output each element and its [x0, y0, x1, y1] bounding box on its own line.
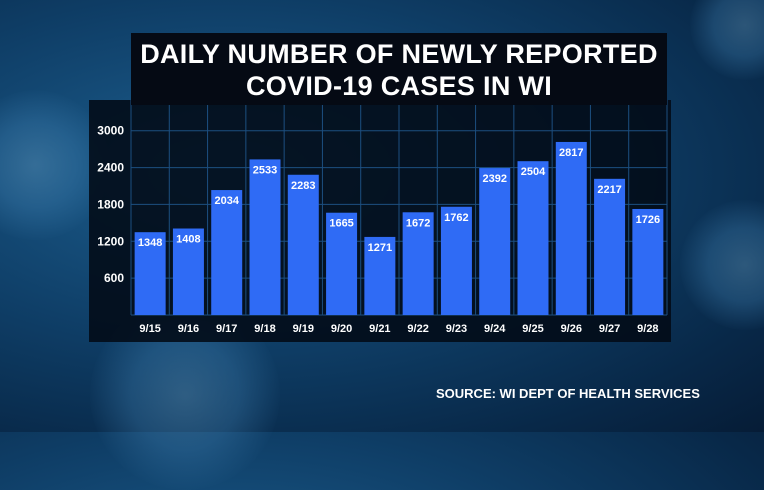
data-label: 2817 [559, 147, 583, 159]
x-tick-label: 9/26 [561, 323, 582, 335]
x-tick-label: 9/16 [178, 323, 199, 335]
data-label: 1762 [444, 212, 468, 224]
chart-title-line-1: DAILY NUMBER OF NEWLY REPORTED [140, 39, 658, 69]
data-label: 1348 [138, 237, 162, 249]
data-labels: 1348 1408 2034 2533 2283 1665 1271 1672 1762 2392… [138, 147, 660, 254]
bar [555, 141, 587, 315]
bar [134, 232, 166, 315]
bar-chart: 600 1200 1800 2400 3000 1348 1408 2034 2533 2283… [97, 100, 668, 335]
y-tick-label: 1200 [97, 234, 124, 248]
bar [517, 161, 549, 315]
data-label: 1271 [368, 242, 392, 254]
x-tick-label: 9/25 [522, 323, 543, 335]
data-label: 1726 [636, 214, 660, 226]
y-tick-label: 600 [104, 271, 124, 285]
bar [364, 236, 396, 315]
x-tick-label: 9/17 [216, 323, 237, 335]
x-tick-label: 9/21 [369, 323, 390, 335]
data-label: 2392 [482, 173, 506, 185]
x-tick-label: 9/20 [331, 323, 352, 335]
x-tick-label: 9/19 [293, 323, 314, 335]
bar [594, 178, 626, 315]
bar [249, 159, 281, 315]
chart-title-line-2: COVID-19 CASES IN WI [245, 71, 553, 101]
y-axis-ticks: 600 1200 1800 2400 3000 [97, 124, 124, 285]
bar [211, 190, 243, 315]
chart-title: DAILY NUMBER OF NEWLY REPORTED COVID-19 … [131, 33, 667, 105]
y-tick-label: 2400 [97, 161, 124, 175]
y-tick-label: 3000 [97, 124, 124, 138]
data-label: 1408 [176, 234, 200, 246]
data-label: 2533 [253, 164, 277, 176]
x-tick-label: 9/28 [637, 323, 658, 335]
x-axis-ticks: 9/15 9/16 9/17 9/18 9/19 9/20 9/21 9/22 9/23 9/24… [139, 323, 658, 335]
bar [287, 174, 319, 315]
bar [172, 228, 204, 315]
bar [632, 208, 664, 315]
bars [134, 141, 664, 315]
x-tick-label: 9/27 [599, 323, 620, 335]
data-label: 1672 [406, 217, 430, 229]
y-tick-label: 1800 [97, 197, 124, 211]
data-label: 2504 [521, 166, 546, 178]
x-tick-label: 9/18 [254, 323, 275, 335]
bar [479, 168, 511, 315]
bar [440, 206, 472, 315]
x-tick-label: 9/22 [407, 323, 428, 335]
data-label: 2283 [291, 180, 315, 192]
bar [326, 212, 358, 315]
source-credit: SOURCE: WI DEPT OF HEALTH SERVICES [436, 386, 700, 401]
x-tick-label: 9/23 [446, 323, 467, 335]
data-label: 2217 [597, 184, 621, 196]
data-label: 1665 [329, 218, 353, 230]
x-tick-label: 9/24 [484, 323, 506, 335]
x-tick-label: 9/15 [139, 323, 160, 335]
data-label: 2034 [214, 195, 239, 207]
bar [402, 212, 434, 315]
